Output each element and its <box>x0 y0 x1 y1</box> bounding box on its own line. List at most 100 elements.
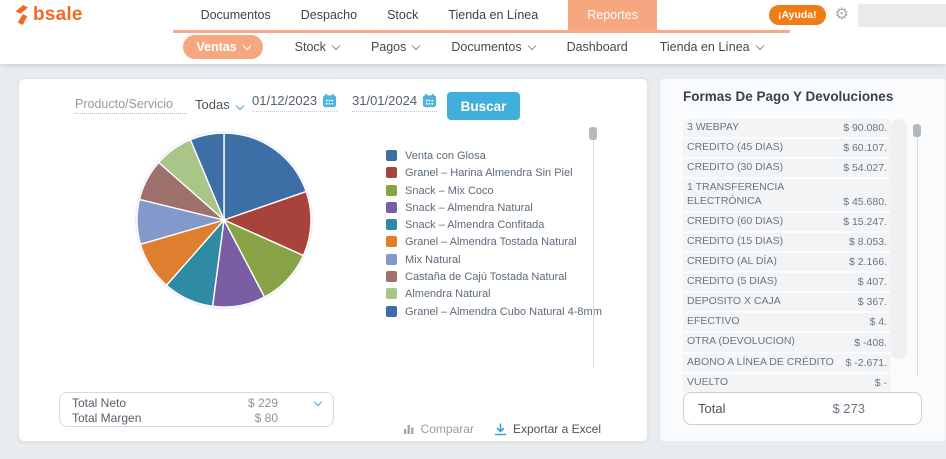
payment-value: $ 45.680. <box>843 195 887 208</box>
legend-label: Granel – Almendra Cubo Natural 4-8mm <box>405 305 602 318</box>
topnav-item-reportes[interactable]: Reportes <box>568 0 657 30</box>
payment-row-1-transferencia-electronica: 1 TRANSFERENCIA ELECTRÓNICA $ 45.680. <box>683 179 891 211</box>
product-service-input[interactable] <box>75 95 187 114</box>
subnav-item-ventas[interactable]: Ventas <box>183 35 263 59</box>
subnav-item-stock[interactable]: Stock <box>295 40 341 54</box>
topnav-item-stock[interactable]: Stock <box>387 8 419 22</box>
export-label: Exportar a Excel <box>512 422 601 436</box>
reports-subnav: Ventas Stock Pagos Documentos Dashboard Tiend… <box>0 30 946 64</box>
payment-row-efectivo: EFECTIVO $ 4. <box>683 313 891 332</box>
legend-swatch <box>386 184 397 196</box>
top-right-cluster: ¡Ayuda! ⚙ <box>768 0 946 30</box>
chevron-down-icon <box>331 41 341 50</box>
bolt-icon <box>15 5 29 25</box>
download-icon <box>494 422 507 435</box>
payment-label: ABONO A LÍNEA DE CRÉDITO <box>687 355 834 368</box>
sales-report-card: Todas 01/12/2023 31/01/2024 <box>18 78 648 442</box>
legend-item[interactable]: Venta con Glosa <box>386 149 621 163</box>
export-excel-button[interactable]: Exportar a Excel <box>494 422 601 436</box>
payment-label: VUELTO <box>687 375 729 388</box>
date-to-field[interactable]: 31/01/2024 <box>352 93 438 112</box>
legend-item[interactable]: Granel – Almendra Cubo Natural 4-8mm <box>386 305 621 319</box>
subnav-item-documentos[interactable]: Documentos <box>451 40 536 54</box>
pie-slice-granel-almendra-cubo-natural-4-8mm[interactable] <box>189 132 225 221</box>
legend-item[interactable]: Snack – Almendra Natural <box>386 201 621 215</box>
date-to-value: 31/01/2024 <box>352 93 418 108</box>
branch-dropdown-label: Todas <box>195 97 230 112</box>
brand-name: bsale <box>33 3 83 25</box>
payment-value: $ 367. <box>857 296 887 309</box>
payment-label: CREDITO (15 DIAS) <box>687 234 784 247</box>
payment-label: EFECTIVO <box>687 315 740 328</box>
payment-row-credito-45-dias: CREDITO (45 DIAS) $ 60.107. <box>683 139 891 158</box>
legend-label: Snack – Almendra Natural <box>405 201 533 214</box>
help-button[interactable]: ¡Ayuda! <box>768 5 826 25</box>
subnav-item-tienda-en-linea[interactable]: Tienda en Línea <box>660 40 764 54</box>
payment-row-deposito-x-caja: DEPOSITO X CAJA $ 367. <box>683 293 891 312</box>
legend-item[interactable]: Snack – Almendra Confitada <box>386 218 621 232</box>
legend-label: Snack – Mix Coco <box>405 184 494 197</box>
payment-label: 3 WEBPAY <box>687 121 740 133</box>
subnav-item-label: Ventas <box>196 40 237 54</box>
payment-row-credito-5-dias: CREDITO (5 DIAS) $ 407. <box>683 273 891 292</box>
user-menu-placeholder[interactable] <box>858 3 946 27</box>
legend-label: Snack – Almendra Confitada <box>405 219 545 232</box>
legend-label: Mix Natural <box>405 253 461 266</box>
chart-scroll-thumb[interactable] <box>589 127 597 140</box>
payment-row-abono-a-linea-de-credito: ABONO A LÍNEA DE CRÉDITO $ -2.671. <box>683 353 891 372</box>
payment-value: $ 90.080. <box>843 122 887 135</box>
legend-item[interactable]: Mix Natural <box>386 253 621 267</box>
pie-slice-granel-harina-almendra-sin-piel[interactable] <box>222 190 312 257</box>
chevron-down-icon <box>235 101 244 111</box>
totals-row-total-margen: Total Margen $ 80 <box>60 410 333 425</box>
search-button[interactable]: Buscar <box>447 92 520 120</box>
totals-row-label: Total Neto <box>72 395 127 410</box>
legend-swatch <box>386 253 397 265</box>
calendar-icon <box>323 93 337 108</box>
legend-label: Castaña de Cajú Tostada Natural <box>405 271 567 284</box>
pie-chart[interactable] <box>135 131 313 309</box>
legend-swatch <box>386 150 397 161</box>
subnav-item-dashboard[interactable]: Dashboard <box>567 40 628 54</box>
branch-dropdown[interactable]: Todas <box>195 97 244 112</box>
payments-scroll-track <box>917 127 918 377</box>
payment-value: $ 4. <box>869 316 887 329</box>
totals-row-value: $ 80 <box>254 410 278 425</box>
payment-label: CREDITO (5 DIAS) <box>687 275 778 287</box>
bsale-logo[interactable]: bsale <box>14 5 83 26</box>
subnav-item-pagos[interactable]: Pagos <box>371 40 421 54</box>
date-from-value: 01/12/2023 <box>252 93 318 108</box>
gear-icon[interactable]: ⚙ <box>834 6 849 23</box>
legend-item[interactable]: Granel – Almendra Tostada Natural <box>386 235 621 249</box>
compare-button[interactable]: Comparar <box>403 422 474 436</box>
topnav-item-documentos[interactable]: Documentos <box>200 8 271 22</box>
payment-label: OTRA (DEVOLUCION) <box>687 335 795 348</box>
payment-value: $ 2.166. <box>849 256 887 268</box>
legend-swatch <box>386 236 397 248</box>
date-from-field[interactable]: 01/12/2023 <box>252 93 338 112</box>
topnav-item-tienda-en-linea[interactable]: Tienda en Línea <box>448 8 539 22</box>
chevron-down-icon <box>527 41 536 50</box>
payment-row-3-webpay: 3 WEBPAY $ 90.080. <box>683 119 891 138</box>
legend-label: Venta con Glosa <box>405 150 486 162</box>
legend-item[interactable]: Almendra Natural <box>386 287 621 301</box>
topnav-item-despacho[interactable]: Despacho <box>300 8 358 22</box>
legend-item[interactable]: Granel – Harina Almendra Sin Piel <box>386 166 621 180</box>
subnav-item-label: Documentos <box>451 40 522 54</box>
legend-item[interactable]: Snack – Mix Coco <box>386 184 621 198</box>
payment-value: $ -408. <box>854 336 887 349</box>
chevron-down-icon <box>242 41 251 50</box>
top-bar: bsale Documentos Despacho Stock Tienda en L… <box>0 0 946 30</box>
payment-label: 1 TRANSFERENCIA ELECTRÓNICA <box>687 181 784 207</box>
payment-label: CREDITO (AL DÍA) <box>687 254 777 267</box>
payment-value: $ -2.671. <box>845 356 887 369</box>
legend-item[interactable]: Castaña de Cajú Tostada Natural <box>386 270 621 284</box>
payment-row-otra-devolucion: OTRA (DEVOLUCION) $ -408. <box>683 333 891 352</box>
legend-label: Almendra Natural <box>405 288 491 301</box>
payments-scroll-thumb[interactable] <box>913 124 921 137</box>
payment-value: $ 8.053. <box>849 235 887 248</box>
payment-row-credito-30-dias: CREDITO (30 DIAS) $ 54.027. <box>683 159 891 178</box>
active-tab-underline <box>173 30 790 33</box>
payment-label: DEPOSITO X CAJA <box>687 295 781 308</box>
